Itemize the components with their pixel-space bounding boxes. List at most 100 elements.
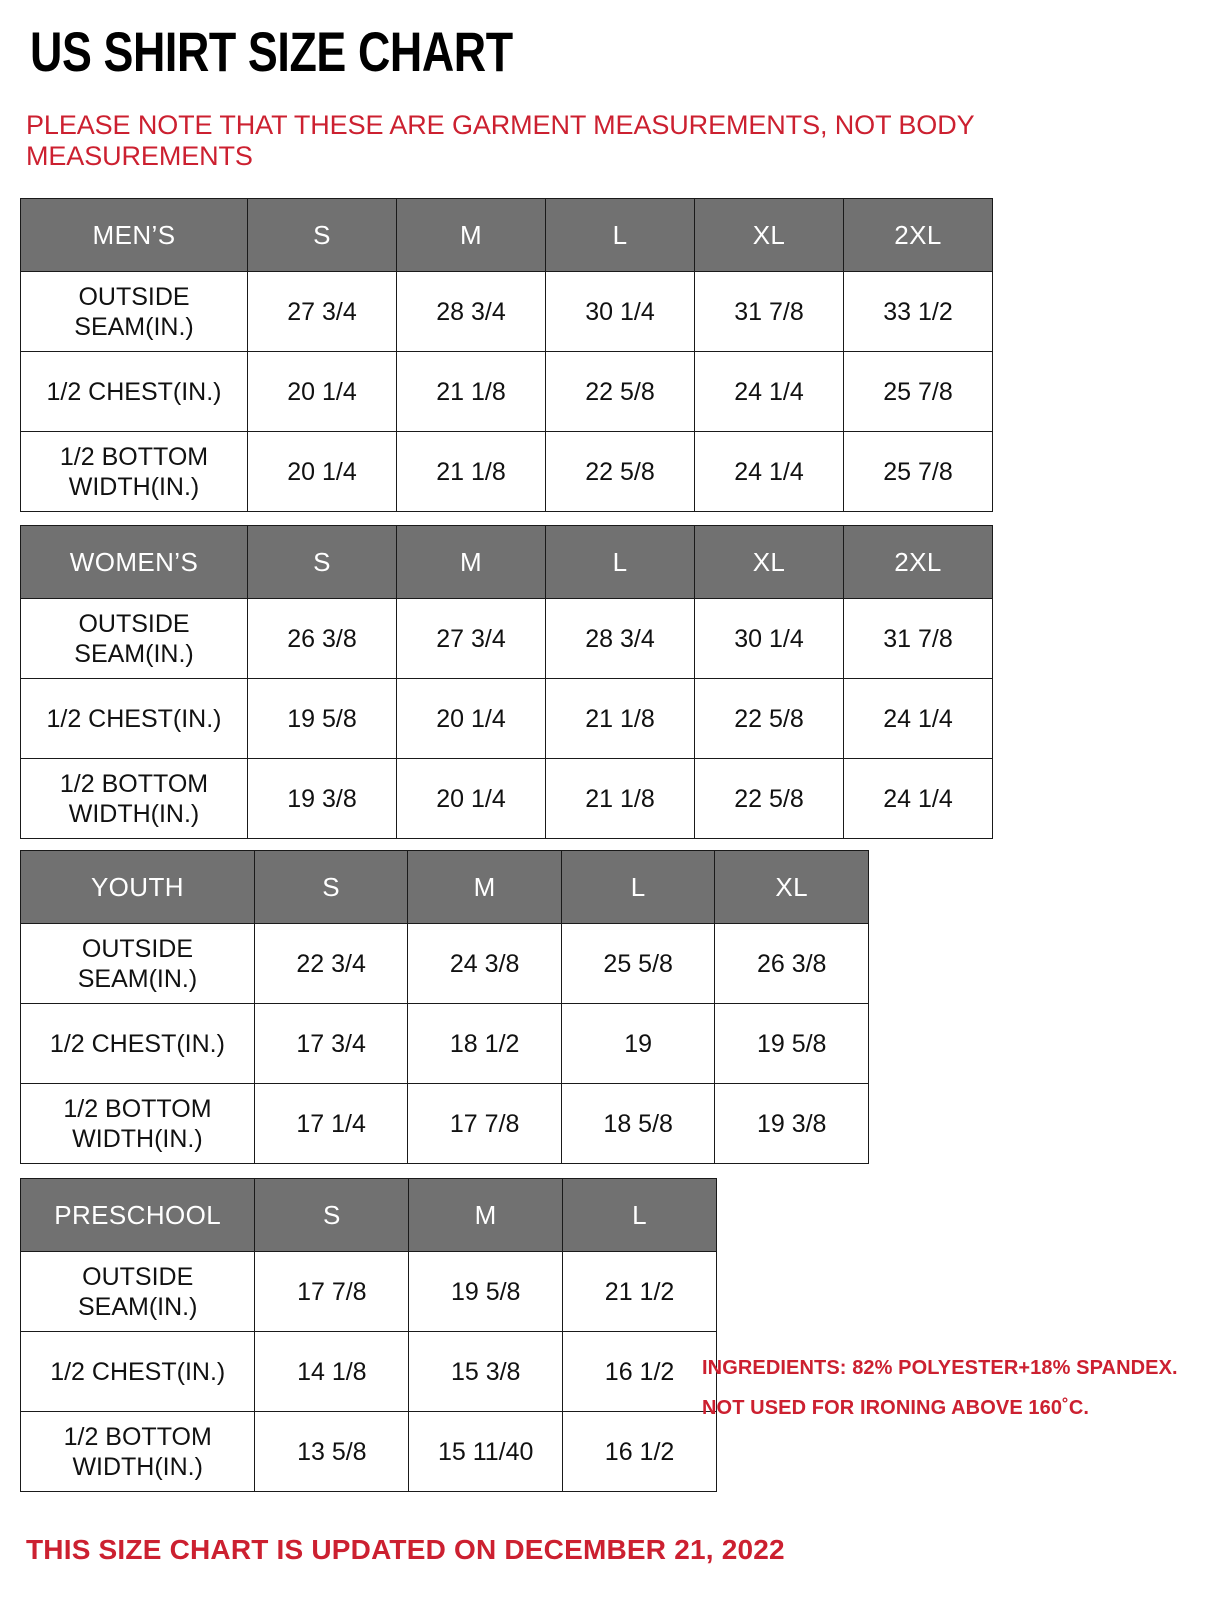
table-header-row: PRESCHOOL S M L (19, 1178, 717, 1252)
measurement-cell: 21 1/8 (545, 678, 695, 759)
table-row: 1/2 CHEST(IN.) 20 1/4 21 1/8 22 5/8 24 1/4 25… (20, 351, 993, 432)
table-row: 1/2 BOTTOM WIDTH(IN.) 20 1/4 21 1/8 22 5/8 2… (20, 431, 993, 512)
measurement-cell: 24 3/8 (407, 923, 562, 1004)
table-group-label: WOMEN’S (20, 525, 248, 599)
measurement-cell: 31 7/8 (694, 271, 844, 352)
row-label: OUTSIDE SEAM(IN.) (20, 271, 248, 352)
table-row: OUTSIDE SEAM(IN.) 26 3/8 27 3/4 28 3/4 30 1/… (20, 598, 993, 679)
measurement-cell: 15 3/8 (408, 1331, 564, 1412)
table-header-row: YOUTH S M L XL (20, 850, 869, 924)
measurement-cell: 25 5/8 (560, 923, 716, 1004)
chart-updated-footer: THIS SIZE CHART IS UPDATED ON DECEMBER 2… (26, 1534, 785, 1565)
measurement-cell: 19 3/8 (714, 1083, 869, 1164)
row-label: 1/2 BOTTOM WIDTH(IN.) (19, 1411, 256, 1492)
row-label: 1/2 BOTTOM WIDTH(IN.) (20, 431, 248, 512)
measurement-cell: 24 1/4 (843, 758, 993, 839)
ingredients-composition-line: INGREDIENTS: 82% POLYESTER+18% SPANDEX. (702, 1357, 1178, 1379)
measurement-cell: 21 1/8 (396, 351, 546, 432)
measurement-cell: 24 1/4 (843, 678, 993, 759)
measurement-cell: 17 7/8 (254, 1251, 410, 1332)
measurement-cell: 22 5/8 (694, 678, 844, 759)
measurement-cell: 13 5/8 (254, 1411, 410, 1492)
measurement-cell: 16 1/2 (562, 1331, 717, 1412)
column-header-m: M (407, 850, 562, 924)
measurement-cell: 17 3/4 (253, 1003, 409, 1084)
table-row: OUTSIDE SEAM(IN.) 17 7/8 19 5/8 21 1/2 (19, 1251, 717, 1332)
measurement-cell: 19 5/8 (408, 1251, 564, 1332)
table-row: 1/2 CHEST(IN.) 14 1/8 15 3/8 16 1/2 (19, 1331, 717, 1412)
table-row: 1/2 CHEST(IN.) 19 5/8 20 1/4 21 1/8 22 5/8 24… (20, 678, 993, 759)
measurement-cell: 20 1/4 (247, 431, 397, 512)
measurement-cell: 14 1/8 (254, 1331, 410, 1412)
measurement-cell: 24 1/4 (694, 351, 844, 432)
measurement-cell: 25 7/8 (843, 351, 993, 432)
measurement-cell: 21 1/2 (562, 1251, 717, 1332)
table-row: 1/2 BOTTOM WIDTH(IN.) 13 5/8 15 11/40 16 1/… (19, 1411, 717, 1492)
measurement-cell: 26 3/8 (714, 923, 869, 1004)
row-label: 1/2 CHEST(IN.) (20, 678, 248, 759)
measurement-cell: 31 7/8 (843, 598, 993, 679)
measurement-cell: 30 1/4 (545, 271, 695, 352)
column-header-m: M (396, 525, 546, 599)
row-label: 1/2 BOTTOM WIDTH(IN.) (20, 758, 248, 839)
measurement-cell: 19 (560, 1003, 716, 1084)
row-label: 1/2 CHEST(IN.) (20, 1003, 255, 1084)
page-title: US SHIRT SIZE CHART (30, 20, 513, 83)
measurement-cell: 30 1/4 (694, 598, 844, 679)
row-label: OUTSIDE SEAM(IN.) (20, 598, 248, 679)
column-header-m: M (396, 198, 546, 272)
measurement-cell: 20 1/4 (396, 758, 546, 839)
measurement-cell: 25 7/8 (843, 431, 993, 512)
column-header-xl: XL (714, 850, 869, 924)
measurement-cell: 18 1/2 (407, 1003, 562, 1084)
size-table-youth: YOUTH S M L XL OUTSIDE SEAM(IN.) 22 3/4 24 3/8 2… (20, 850, 869, 1164)
column-header-l: L (560, 850, 716, 924)
table-row: 1/2 BOTTOM WIDTH(IN.) 17 1/4 17 7/8 18 5/8 1… (20, 1083, 869, 1164)
measurement-cell: 22 5/8 (545, 351, 695, 432)
row-label: 1/2 CHEST(IN.) (20, 351, 248, 432)
measurement-cell: 22 3/4 (253, 923, 409, 1004)
measurement-cell: 21 1/8 (545, 758, 695, 839)
row-label: 1/2 CHEST(IN.) (19, 1331, 256, 1412)
ingredients-ironing-line: NOT USED FOR IRONING ABOVE 160˚C. (702, 1397, 1090, 1419)
column-header-m: M (408, 1178, 564, 1252)
measurement-cell: 18 5/8 (560, 1083, 716, 1164)
measurement-cell: 21 1/8 (396, 431, 546, 512)
measurement-cell: 33 1/2 (843, 271, 993, 352)
measurement-cell: 20 1/4 (396, 678, 546, 759)
measurement-cell: 19 3/8 (247, 758, 397, 839)
column-header-2xl: 2XL (843, 198, 993, 272)
measurement-cell: 26 3/8 (247, 598, 397, 679)
row-label: 1/2 BOTTOM WIDTH(IN.) (20, 1083, 255, 1164)
column-header-s: S (254, 1178, 410, 1252)
table-header-row: WOMEN’S S M L XL 2XL (20, 525, 993, 599)
column-header-l: L (545, 525, 695, 599)
size-table-preschool: PRESCHOOL S M L OUTSIDE SEAM(IN.) 17 7/8 19 5/… (19, 1178, 717, 1492)
row-label: OUTSIDE SEAM(IN.) (20, 923, 255, 1004)
measurement-cell: 27 3/4 (396, 598, 546, 679)
row-label: OUTSIDE SEAM(IN.) (19, 1251, 256, 1332)
size-table-mens: MEN’S S M L XL 2XL OUTSIDE SEAM(IN.) 27 3/4 28 3… (20, 198, 993, 512)
measurement-cell: 22 5/8 (694, 758, 844, 839)
size-table-womens: WOMEN’S S M L XL 2XL OUTSIDE SEAM(IN.) 26 3/8 27… (20, 525, 993, 839)
measurement-cell: 17 1/4 (253, 1083, 409, 1164)
measurement-cell: 15 11/40 (408, 1411, 564, 1492)
measurement-cell: 20 1/4 (247, 351, 397, 432)
measurement-cell: 27 3/4 (247, 271, 397, 352)
table-group-label: MEN’S (20, 198, 248, 272)
table-row: OUTSIDE SEAM(IN.) 22 3/4 24 3/8 25 5/8 26 3/… (20, 923, 869, 1004)
measurement-cell: 24 1/4 (694, 431, 844, 512)
measurement-cell: 28 3/4 (545, 598, 695, 679)
column-header-xl: XL (694, 525, 844, 599)
table-group-label: PRESCHOOL (19, 1178, 256, 1252)
ingredients-block: INGREDIENTS: 82% POLYESTER+18% SPANDEX. … (702, 1348, 1202, 1428)
column-header-s: S (247, 198, 397, 272)
measurement-cell: 17 7/8 (407, 1083, 562, 1164)
measurement-cell: 22 5/8 (545, 431, 695, 512)
column-header-s: S (247, 525, 397, 599)
measurement-cell: 19 5/8 (247, 678, 397, 759)
column-header-l: L (545, 198, 695, 272)
table-header-row: MEN’S S M L XL 2XL (20, 198, 993, 272)
measurement-cell: 28 3/4 (396, 271, 546, 352)
